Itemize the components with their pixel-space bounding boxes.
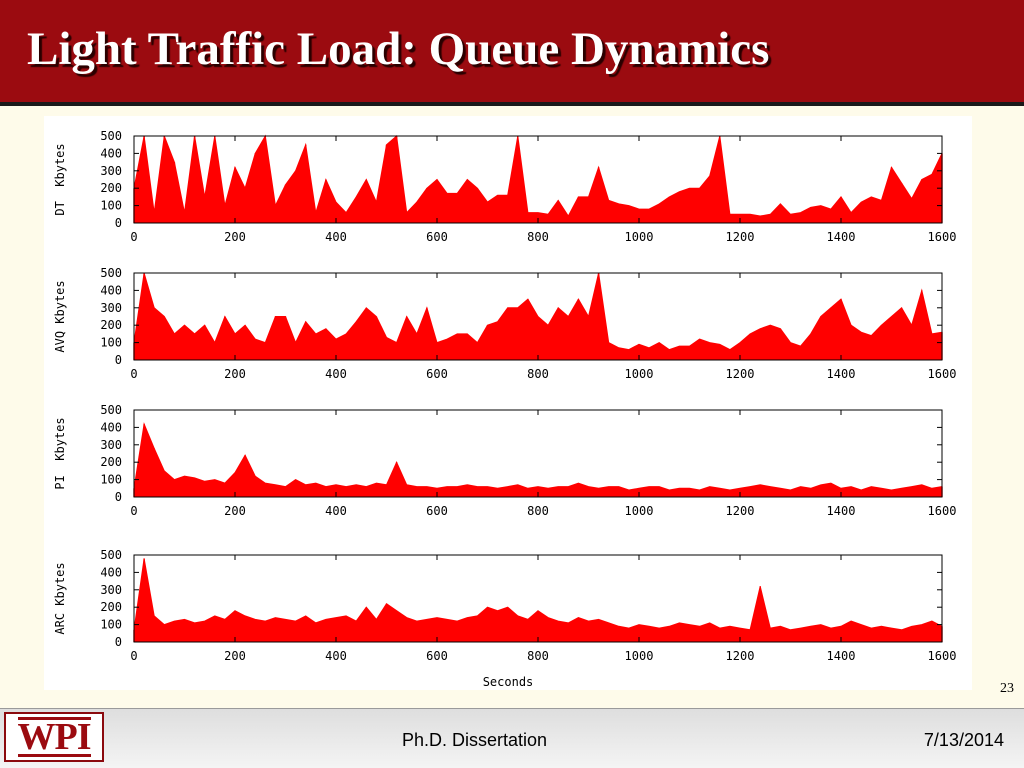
x-tick-label-3-3: 600 xyxy=(426,649,448,663)
x-tick-label-1-1: 200 xyxy=(224,367,246,381)
y-tick-label-1-5: 500 xyxy=(100,266,122,280)
x-tick-label-2-6: 1200 xyxy=(726,504,755,518)
wpi-logo-text: WPI xyxy=(17,716,92,758)
y-tick-label-0-5: 500 xyxy=(100,129,122,143)
footer: WPI Ph.D. Dissertation 7/13/2014 xyxy=(0,708,1024,768)
x-tick-label-1-8: 1600 xyxy=(928,367,957,381)
x-tick-label-1-3: 600 xyxy=(426,367,448,381)
y-tick-label-1-3: 300 xyxy=(100,301,122,315)
y-axis-label-3: ARC Kbytes xyxy=(53,562,67,634)
y-tick-label-1-4: 400 xyxy=(100,283,122,297)
x-tick-label-3-4: 800 xyxy=(527,649,549,663)
x-tick-label-1-4: 800 xyxy=(527,367,549,381)
x-tick-label-0-8: 1600 xyxy=(928,230,957,244)
y-tick-label-2-2: 200 xyxy=(100,455,122,469)
x-tick-label-2-7: 1400 xyxy=(827,504,856,518)
x-tick-label-1-0: 0 xyxy=(130,367,137,381)
y-tick-label-2-5: 500 xyxy=(100,403,122,417)
y-tick-label-3-2: 200 xyxy=(100,600,122,614)
y-tick-label-0-4: 400 xyxy=(100,146,122,160)
x-tick-label-0-3: 600 xyxy=(426,230,448,244)
y-axis-label-2: PI Kbytes xyxy=(53,417,67,489)
x-tick-label-0-1: 200 xyxy=(224,230,246,244)
x-tick-label-1-5: 1000 xyxy=(625,367,654,381)
x-tick-label-2-2: 400 xyxy=(325,504,347,518)
title-bar: Light Traffic Load: Queue Dynamics xyxy=(0,0,1024,106)
x-tick-label-3-5: 1000 xyxy=(625,649,654,663)
y-tick-label-3-1: 100 xyxy=(100,618,122,632)
chart-figure: 0 100 200 300 400 500 0 200 400 600 800 1000 1200 140… xyxy=(44,116,972,690)
x-tick-label-3-7: 1400 xyxy=(827,649,856,663)
y-tick-label-0-1: 100 xyxy=(100,199,122,213)
x-tick-label-2-3: 600 xyxy=(426,504,448,518)
y-tick-label-3-5: 500 xyxy=(100,548,122,562)
x-tick-label-3-6: 1200 xyxy=(726,649,755,663)
x-tick-label-3-1: 200 xyxy=(224,649,246,663)
x-tick-label-0-6: 1200 xyxy=(726,230,755,244)
page-number: 23 xyxy=(1000,681,1014,696)
y-tick-label-2-0: 0 xyxy=(115,490,122,504)
y-tick-label-1-2: 200 xyxy=(100,318,122,332)
y-tick-label-2-4: 400 xyxy=(100,420,122,434)
x-tick-label-0-0: 0 xyxy=(130,230,137,244)
x-tick-label-1-2: 400 xyxy=(325,367,347,381)
y-axis-label-1: AVQ Kbytes xyxy=(53,280,67,352)
x-tick-label-1-7: 1400 xyxy=(827,367,856,381)
footer-title: Ph.D. Dissertation xyxy=(402,730,548,750)
x-tick-label-2-4: 800 xyxy=(527,504,549,518)
x-tick-label-3-8: 1600 xyxy=(928,649,957,663)
x-tick-label-0-7: 1400 xyxy=(827,230,856,244)
x-tick-label-3-0: 0 xyxy=(130,649,137,663)
y-tick-label-0-3: 300 xyxy=(100,164,122,178)
x-tick-label-2-0: 0 xyxy=(130,504,137,518)
slide-title: Light Traffic Load: Queue Dynamics xyxy=(27,23,770,75)
x-tick-label-2-5: 1000 xyxy=(625,504,654,518)
x-axis-label-3: Seconds xyxy=(483,675,534,689)
x-tick-label-1-6: 1200 xyxy=(726,367,755,381)
y-axis-label-0: DT Kbytes xyxy=(53,143,67,215)
y-tick-label-1-0: 0 xyxy=(115,353,122,367)
y-tick-label-3-3: 300 xyxy=(100,583,122,597)
y-tick-label-3-0: 0 xyxy=(115,635,122,649)
x-tick-label-2-8: 1600 xyxy=(928,504,957,518)
y-tick-label-2-3: 300 xyxy=(100,438,122,452)
x-tick-label-0-2: 400 xyxy=(325,230,347,244)
y-tick-label-0-2: 200 xyxy=(100,181,122,195)
x-tick-label-3-2: 400 xyxy=(325,649,347,663)
wpi-logo: WPI xyxy=(4,712,104,762)
y-tick-label-0-0: 0 xyxy=(115,216,122,230)
y-tick-label-3-4: 400 xyxy=(100,565,122,579)
y-tick-label-2-1: 100 xyxy=(100,473,122,487)
x-tick-label-2-1: 200 xyxy=(224,504,246,518)
footer-date: 7/13/2014 xyxy=(923,730,1004,750)
x-tick-label-0-5: 1000 xyxy=(625,230,654,244)
y-tick-label-1-1: 100 xyxy=(100,336,122,350)
x-tick-label-0-4: 800 xyxy=(527,230,549,244)
